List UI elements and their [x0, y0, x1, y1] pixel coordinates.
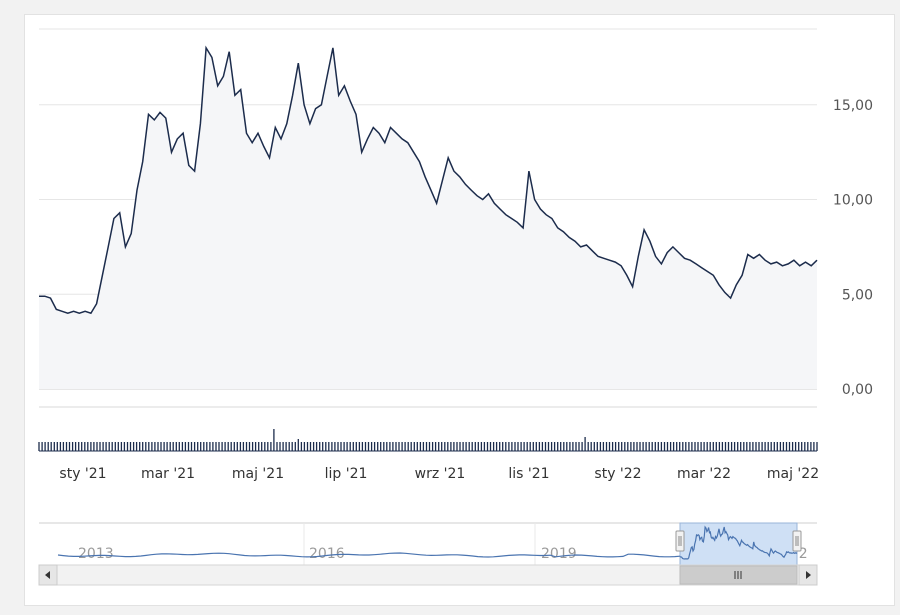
chart-frame: 0,00 5,00 10,00 15,00 sty '21 mar '21 maj '21…: [24, 14, 895, 606]
x-tick-label: wrz '21: [415, 466, 466, 482]
x-tick-label: maj '22: [767, 466, 819, 482]
x-tick-label: sty '22: [594, 466, 641, 482]
y-tick-label: 5,00: [842, 287, 873, 303]
chevron-right-icon: [806, 571, 811, 579]
x-tick-label: mar '21: [141, 466, 195, 482]
navigator-year-label: 2016: [309, 546, 345, 562]
navigator-year-label: 2019: [541, 546, 577, 562]
x-axis-labels: sty '21 mar '21 maj '21 lip '21 wrz '21 lis '…: [59, 466, 819, 482]
y-tick-label: 0,00: [842, 382, 873, 398]
scrollbar[interactable]: [38, 564, 818, 586]
x-tick-label: sty '21: [59, 466, 106, 482]
volume-bars: [38, 429, 818, 451]
price-area: [39, 47, 817, 390]
x-tick-label: lip '21: [325, 466, 368, 482]
navigator-year-label: 2013: [78, 546, 114, 562]
y-tick-label: 10,00: [833, 193, 873, 209]
navigator-line: [57, 552, 681, 558]
navigator-handle-right[interactable]: [792, 530, 802, 552]
navigator-selected-line: [680, 525, 798, 560]
scrollbar-right-button[interactable]: [798, 564, 818, 586]
scrollbar-thumb[interactable]: [679, 565, 798, 585]
chevron-left-icon: [45, 571, 50, 579]
navigator-handle-left[interactable]: [675, 530, 685, 552]
y-axis-labels: 0,00 5,00 10,00 15,00: [833, 98, 873, 398]
x-tick-label: maj '21: [232, 466, 284, 482]
price-line: [39, 45, 818, 315]
stock-chart: 0,00 5,00 10,00 15,00 sty '21 mar '21 maj '21…: [38, 28, 873, 586]
navigator[interactable]: 2013201620192022: [39, 522, 817, 566]
y-tick-label: 15,00: [833, 98, 873, 114]
scrollbar-left-button[interactable]: [38, 564, 58, 586]
x-tick-label: mar '22: [677, 466, 731, 482]
x-tick-label: lis '21: [508, 466, 549, 482]
